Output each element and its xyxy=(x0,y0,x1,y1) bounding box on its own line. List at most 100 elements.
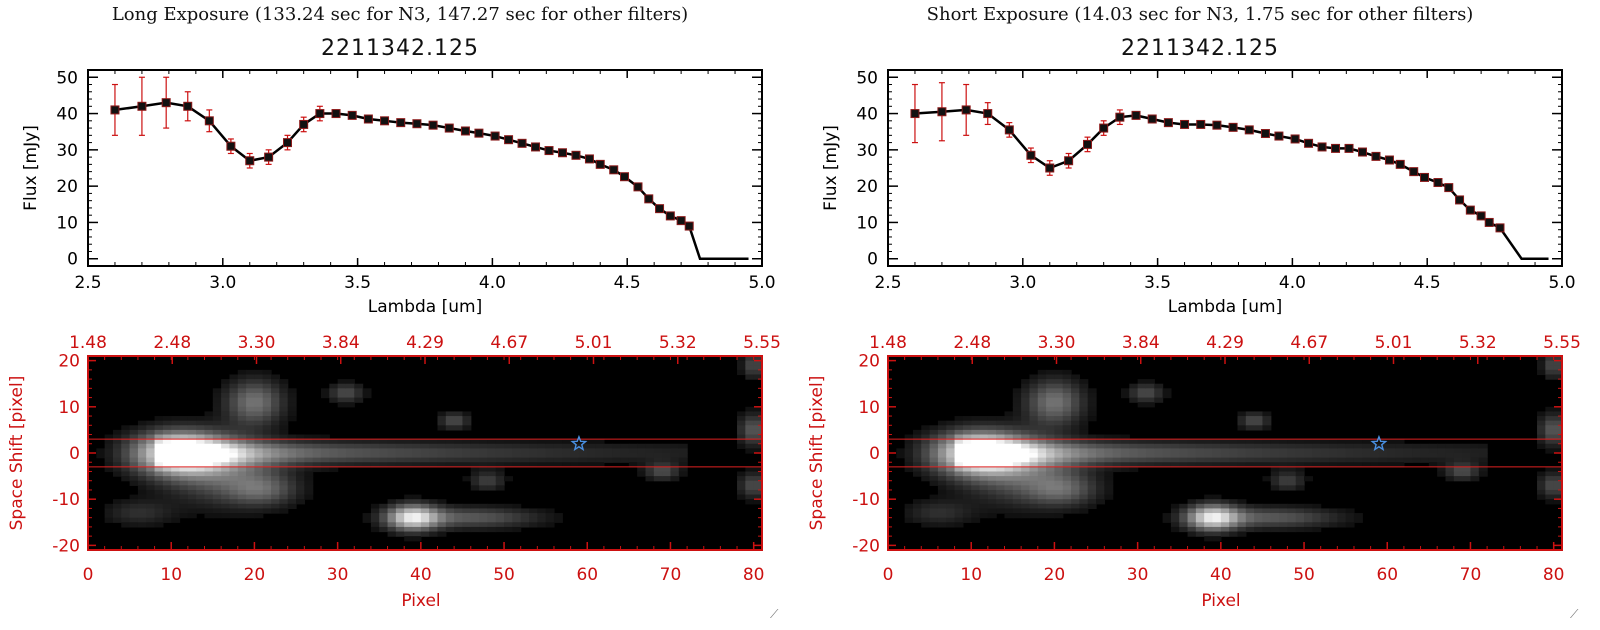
image-pixel xyxy=(404,494,414,500)
data-point xyxy=(137,101,147,111)
image-pixel xyxy=(1004,471,1014,477)
image-pixel xyxy=(921,448,931,454)
image-pixel xyxy=(104,466,114,473)
image-pixel xyxy=(470,453,480,459)
image-pixel xyxy=(187,476,197,482)
image-pixel xyxy=(212,448,222,454)
image-pixel xyxy=(1079,466,1089,473)
image-pixel xyxy=(520,522,530,528)
image-pixel xyxy=(121,513,131,519)
image-pixel xyxy=(504,453,513,459)
image-pixel xyxy=(487,466,497,473)
image-pixel xyxy=(921,443,931,449)
image-pixel xyxy=(129,453,139,459)
image-pixel xyxy=(196,508,206,514)
image-pixel xyxy=(121,508,131,514)
image-pixel xyxy=(146,453,156,459)
image-pixel xyxy=(1071,429,1080,436)
image-pixel xyxy=(954,453,964,459)
image-pixel xyxy=(487,513,497,519)
resize-grip-icon[interactable]: ⟋ xyxy=(1570,607,1579,621)
image-pixel xyxy=(1104,485,1114,491)
image-pixel xyxy=(1062,508,1072,514)
data-point xyxy=(183,101,193,111)
data-point xyxy=(1304,138,1314,148)
image-pixel xyxy=(512,439,522,445)
image-pixel xyxy=(212,466,222,473)
image-pixels xyxy=(896,356,1563,542)
image-pixel xyxy=(379,439,389,445)
image-pixel xyxy=(129,522,139,528)
y-tick-label: 20 xyxy=(58,352,80,372)
image-pixel xyxy=(196,499,206,505)
image-pixel xyxy=(429,517,439,523)
image-pixel xyxy=(1229,453,1239,459)
image-pixel xyxy=(304,466,314,473)
image-pixel xyxy=(1054,383,1064,389)
image-pixel xyxy=(1370,457,1380,463)
image-pixel xyxy=(1553,420,1563,426)
image-pixel xyxy=(196,434,206,440)
image-pixel xyxy=(279,499,289,505)
image-pixel xyxy=(137,499,147,505)
image-pixel xyxy=(462,411,472,417)
image-pixel xyxy=(237,494,247,500)
image-pixel xyxy=(1254,462,1264,468)
image-pixel xyxy=(221,425,231,431)
image-pixel xyxy=(362,517,372,523)
image-pixel xyxy=(1237,439,1247,445)
image-pixel xyxy=(562,448,572,454)
resize-grip-icon[interactable]: ⟋ xyxy=(770,607,779,621)
image-pixel xyxy=(412,517,422,523)
image-pixel xyxy=(212,453,222,459)
image-pixel xyxy=(979,485,989,491)
image-pixel xyxy=(196,476,206,482)
image-pixel xyxy=(670,443,680,449)
image-pixel xyxy=(362,462,372,468)
image-pixel xyxy=(1162,513,1172,519)
image-pixel xyxy=(1353,462,1363,468)
image-pixel xyxy=(537,439,547,445)
image-pixel xyxy=(462,416,472,422)
image-pixel xyxy=(212,457,222,463)
image-pixel xyxy=(1345,462,1355,468)
image-pixel xyxy=(254,429,264,436)
image-pixel xyxy=(1187,508,1197,514)
image-pixel xyxy=(1079,457,1089,463)
data-point xyxy=(1260,129,1270,139)
image-pixel xyxy=(254,508,264,514)
image-pixel xyxy=(896,448,906,454)
image-pixel xyxy=(221,508,231,514)
image-pixel xyxy=(187,443,197,449)
top-tick-label: 5.32 xyxy=(1459,333,1497,353)
image-pixel xyxy=(971,434,981,440)
image-pixel xyxy=(520,453,530,459)
image-pixel xyxy=(504,457,513,463)
image-pixel xyxy=(1237,462,1247,468)
image-pixel xyxy=(1428,443,1438,449)
data-point xyxy=(684,221,694,231)
image-pixel xyxy=(337,402,347,408)
image-pixel xyxy=(1537,369,1546,376)
image-pixel xyxy=(221,503,231,510)
image-pixel xyxy=(137,476,147,482)
image-pixel xyxy=(129,462,139,468)
image-pixel xyxy=(1012,499,1022,505)
image-pixel xyxy=(345,443,355,449)
x-tick-label: 60 xyxy=(1376,565,1398,585)
image-pixel xyxy=(287,443,297,449)
image-pixel xyxy=(912,439,922,445)
image-pixel xyxy=(129,503,139,510)
image-pixel xyxy=(753,448,763,454)
image-pixel xyxy=(1304,476,1313,482)
image-pixel xyxy=(1462,443,1472,449)
image-pixel xyxy=(1545,471,1555,477)
image-pixel xyxy=(1287,513,1297,519)
image-pixel xyxy=(753,494,763,500)
image-pixel xyxy=(246,503,256,510)
image-pixel xyxy=(412,526,422,533)
image-pixel xyxy=(1212,462,1222,468)
x-tick-label: 0 xyxy=(883,565,894,585)
image-pixel xyxy=(1445,457,1455,463)
image-pixel xyxy=(987,471,997,477)
